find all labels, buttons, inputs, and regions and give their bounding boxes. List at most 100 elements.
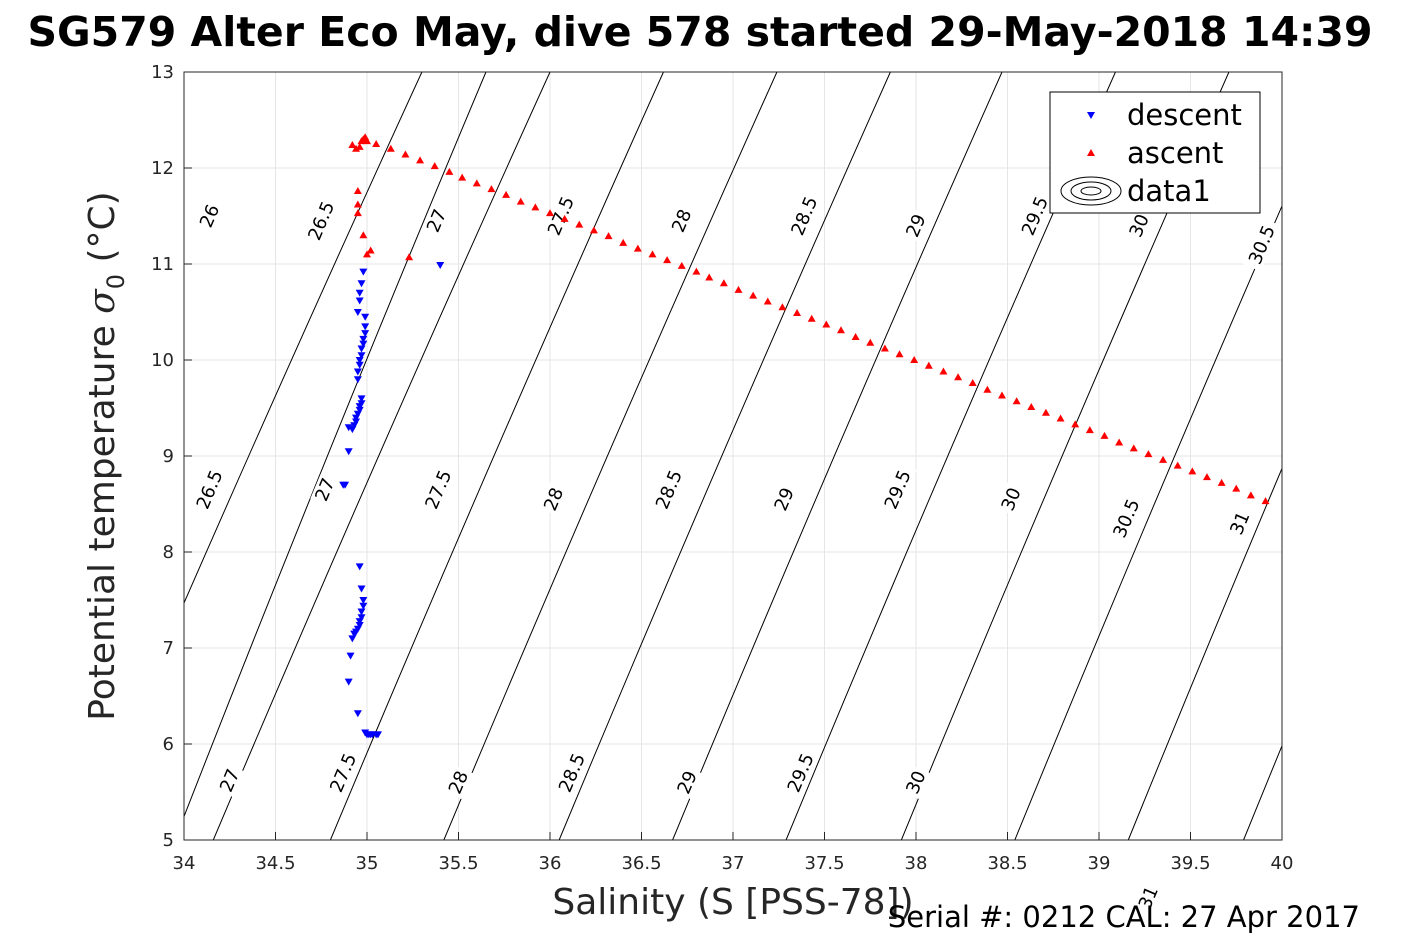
descent-series bbox=[339, 261, 445, 739]
y-tick-label: 5 bbox=[163, 830, 174, 851]
ascent-point bbox=[895, 350, 904, 358]
ascent-point bbox=[692, 267, 701, 275]
contour-label-bg bbox=[538, 482, 569, 516]
legend-descent-label: descent bbox=[1127, 98, 1242, 132]
descent-point bbox=[339, 481, 348, 489]
descent-point bbox=[353, 309, 362, 316]
ascent-point bbox=[910, 356, 919, 363]
ascent-point bbox=[998, 391, 1007, 399]
ascent-point bbox=[1232, 484, 1241, 492]
ascent-point bbox=[589, 226, 598, 234]
x-tick-label: 39.5 bbox=[1170, 853, 1210, 874]
chart-title: SG579 Alter Eco May, dive 578 started 29… bbox=[28, 8, 1373, 56]
x-tick-label: 38 bbox=[905, 853, 928, 874]
contour-label-bg bbox=[1015, 189, 1054, 243]
descent-point bbox=[359, 268, 368, 276]
x-axis-label: Salinity (S [PSS-78]) bbox=[552, 882, 913, 923]
contour-label-bg bbox=[1133, 880, 1164, 915]
x-tick-label: 35 bbox=[356, 853, 379, 874]
descent-point bbox=[344, 678, 353, 686]
contour-label-bg bbox=[1242, 217, 1281, 272]
ascent-point bbox=[353, 187, 362, 195]
descent-point bbox=[355, 563, 364, 571]
x-tick-label: 34.5 bbox=[255, 853, 295, 874]
ascent-point bbox=[1173, 461, 1182, 469]
descent-point bbox=[359, 340, 368, 348]
ascent-point bbox=[836, 326, 845, 334]
descent-point bbox=[346, 652, 355, 660]
ascent-point bbox=[516, 197, 525, 205]
contour-label-bg bbox=[1124, 208, 1154, 243]
contour-label-bg bbox=[190, 462, 229, 517]
descent-point bbox=[348, 635, 357, 643]
density-contour-line bbox=[1014, 204, 1282, 840]
ascent-point bbox=[719, 279, 728, 287]
descent-point bbox=[361, 313, 370, 321]
ascent-point bbox=[880, 344, 889, 352]
descent-point bbox=[357, 585, 366, 593]
descent-point bbox=[355, 357, 364, 364]
contour-label-bg bbox=[324, 745, 363, 800]
ascent-point bbox=[619, 238, 628, 246]
ascent-point bbox=[1261, 497, 1270, 505]
ascent-point bbox=[954, 373, 963, 381]
ascent-point bbox=[1041, 408, 1050, 416]
contour-label-bg bbox=[901, 765, 931, 800]
descent-point bbox=[355, 297, 364, 305]
ascent-point bbox=[749, 291, 758, 299]
x-tick-label: 34 bbox=[173, 853, 196, 874]
contour-label-bg bbox=[1107, 491, 1146, 546]
descent-point bbox=[355, 403, 364, 411]
x-axis-ticks: 34 34.5 35 35.5 36 36.5 37 37.5 38 38.5 39 39.5 40 bbox=[173, 832, 1293, 874]
descent-point bbox=[357, 280, 366, 288]
density-contour-line bbox=[558, 72, 891, 840]
y-axis-label-main: Potential temperature bbox=[82, 314, 123, 721]
ascent-point bbox=[983, 385, 992, 393]
ascent-point bbox=[1100, 431, 1109, 439]
ascent-point bbox=[633, 244, 642, 252]
ascent-point bbox=[458, 173, 467, 181]
ascent-series bbox=[348, 133, 1270, 505]
descent-point bbox=[350, 630, 359, 638]
contour-label-bg bbox=[785, 189, 824, 243]
density-contour-line bbox=[329, 72, 664, 840]
ascent-point bbox=[939, 367, 948, 375]
descent-point bbox=[355, 361, 364, 369]
ascent-point bbox=[677, 261, 686, 269]
y-axis-label-sigma: σ bbox=[82, 288, 123, 314]
ascent-point bbox=[1012, 397, 1021, 405]
descent-point bbox=[352, 418, 361, 426]
legend-contour-icon bbox=[1060, 176, 1122, 206]
ascent-point bbox=[386, 144, 395, 152]
ascent-point bbox=[763, 297, 772, 305]
descent-point bbox=[357, 614, 366, 622]
ascent-point bbox=[353, 200, 362, 208]
descent-point bbox=[350, 422, 359, 430]
ascent-point bbox=[648, 250, 657, 258]
contour-label-bg bbox=[542, 189, 580, 243]
ascent-point bbox=[1188, 467, 1197, 475]
ascent-point bbox=[1159, 455, 1168, 463]
descent-point bbox=[353, 376, 362, 384]
contour-label-bg bbox=[552, 745, 591, 800]
contour-label-bg bbox=[649, 462, 688, 517]
y-axis-label-unit: (°C) bbox=[82, 191, 123, 274]
descent-point bbox=[355, 406, 364, 414]
ascent-point bbox=[663, 256, 672, 264]
descent-point bbox=[353, 368, 362, 376]
ascent-point bbox=[430, 162, 439, 170]
legend-box bbox=[1049, 91, 1261, 214]
descent-point bbox=[344, 448, 353, 456]
descent-point bbox=[353, 710, 362, 718]
ascent-point bbox=[355, 142, 364, 150]
ascent-point bbox=[1144, 450, 1153, 458]
ascent-point bbox=[416, 156, 425, 164]
density-contour-line bbox=[212, 72, 551, 840]
ascent-point bbox=[1085, 426, 1094, 434]
ascent-point bbox=[866, 338, 875, 346]
descent-point bbox=[359, 597, 368, 604]
ascent-point bbox=[401, 150, 410, 158]
ascent-point bbox=[363, 250, 371, 258]
legend-ascent-label: ascent bbox=[1127, 136, 1223, 170]
ascent-point bbox=[472, 179, 481, 187]
